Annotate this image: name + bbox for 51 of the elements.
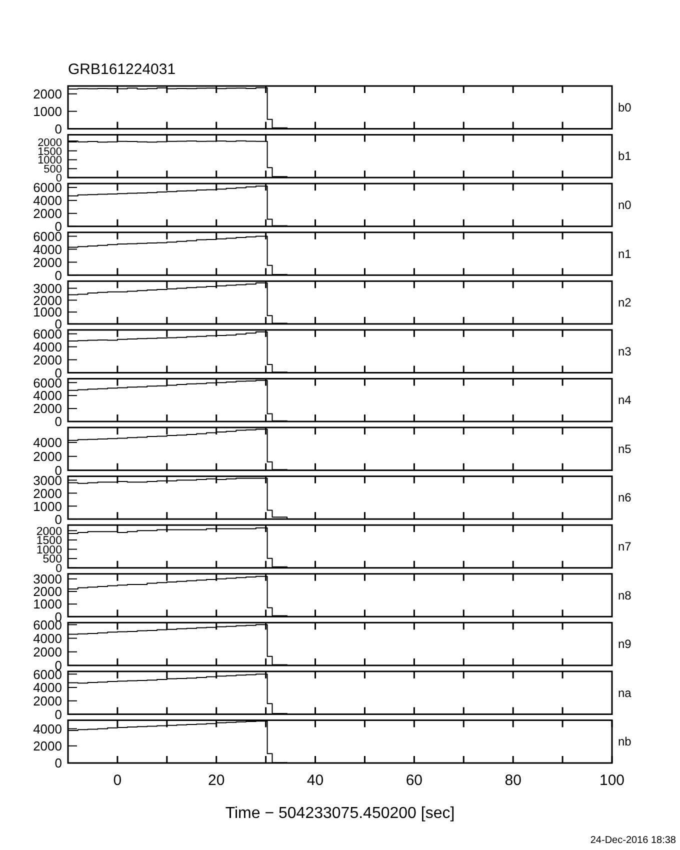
y-tick-label: 4000 <box>33 193 62 208</box>
y-tick-label: 4000 <box>33 721 62 736</box>
x-axis-title: Time − 504233075.450200 [sec] <box>225 805 455 822</box>
y-tick-label: 2000 <box>33 254 62 270</box>
x-tick-label: 100 <box>599 772 625 789</box>
x-tick-label: 0 <box>113 772 122 789</box>
y-tick-label: 2000 <box>33 86 62 102</box>
y-tick-label: 4000 <box>33 435 62 450</box>
y-tick-label: 4000 <box>33 339 62 354</box>
text: n3 <box>618 344 632 358</box>
chart-title: GRB161224031 <box>68 61 176 78</box>
legend-label: nb <box>618 734 632 749</box>
x-tick-label: 60 <box>406 772 423 789</box>
y-tick-label: 0 <box>54 268 62 283</box>
y-tick-label: 0 <box>54 414 62 430</box>
text: n8 <box>618 588 632 602</box>
y-tick-label: 2000 <box>33 584 62 600</box>
y-tick-label: 2000 <box>33 694 62 709</box>
y-tick-label: 2000 <box>33 738 62 754</box>
text: b0 <box>618 100 632 114</box>
y-tick-label: 0 <box>54 512 62 527</box>
text: n6 <box>618 490 632 505</box>
text: n0 <box>618 198 632 212</box>
x-tick-label: 80 <box>504 772 522 789</box>
y-tick-label: 4000 <box>33 680 62 696</box>
y-tick-label: 2000 <box>33 206 62 222</box>
y-tick-label: 2000 <box>33 352 62 368</box>
text: n9 <box>618 637 632 652</box>
y-tick-label: 2000 <box>33 486 62 501</box>
y-tick-label: 2000 <box>33 449 62 464</box>
text: n7 <box>618 539 632 554</box>
y-tick-label: 0 <box>54 706 62 722</box>
y-tick-label: 4000 <box>33 242 62 257</box>
text: n2 <box>618 296 632 310</box>
y-tick-label: 0 <box>54 756 62 771</box>
text: na <box>618 686 632 700</box>
x-tick-label: 40 <box>306 772 324 789</box>
y-tick-label: 4000 <box>33 388 62 404</box>
y-tick-label: 1000 <box>33 104 62 119</box>
y-tick-label: 0 <box>54 121 62 136</box>
text: n5 <box>618 442 632 456</box>
text: n4 <box>618 393 632 408</box>
text: 24-Dec-2016 18:38 <box>590 835 676 846</box>
y-tick-label: 1000 <box>33 596 62 612</box>
text: n1 <box>618 246 632 261</box>
y-tick-label: 4000 <box>33 630 62 646</box>
text: b1 <box>618 149 632 164</box>
y-tick-label: 2000 <box>33 401 62 416</box>
y-tick-label: 2000 <box>33 644 62 660</box>
x-tick-label: 20 <box>208 772 225 789</box>
y-tick-label: 1000 <box>33 498 62 514</box>
